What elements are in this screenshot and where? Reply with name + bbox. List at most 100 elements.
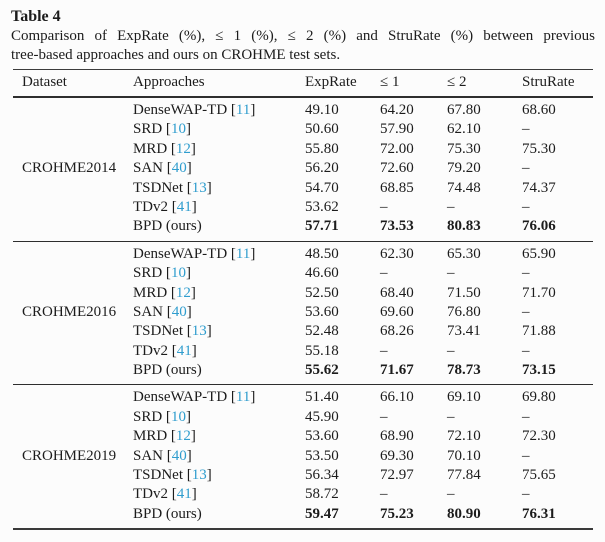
value-cell: 80.83 bbox=[447, 218, 481, 235]
dataset-label: CROHME2019 bbox=[22, 447, 117, 464]
value-cell: 48.50 bbox=[305, 245, 339, 262]
approach-name: TDv2 [ bbox=[133, 198, 177, 215]
value-cell: 72.60 bbox=[380, 160, 414, 177]
approach-name: SAN [ bbox=[133, 447, 172, 464]
value-cell: – bbox=[447, 408, 455, 425]
citation-link[interactable]: 13 bbox=[191, 467, 207, 484]
approach-name: DenseWAP-TD [ bbox=[133, 102, 236, 118]
citation-close-bracket: ] bbox=[190, 428, 196, 445]
value-cell: 69.10 bbox=[447, 389, 481, 406]
approach-cell: BPD (ours) bbox=[133, 217, 305, 236]
caption-line-1: Comparison of ExpRate (%), ≤ 1 (%), ≤ 2 … bbox=[11, 28, 595, 44]
value-cell: – bbox=[447, 198, 455, 215]
value-cell: 68.26 bbox=[380, 323, 414, 340]
approach-name: SRD [ bbox=[133, 408, 171, 425]
value-cell: – bbox=[447, 486, 455, 503]
value-cell: 49.10 bbox=[305, 102, 339, 118]
value-cell: 54.70 bbox=[305, 179, 339, 196]
approach-name: BPD (ours) bbox=[133, 362, 202, 379]
approach-name: SRD [ bbox=[133, 121, 171, 138]
citation-close-bracket: ] bbox=[186, 447, 192, 464]
citation-link[interactable]: 10 bbox=[170, 408, 186, 425]
value-cell: – bbox=[522, 121, 530, 138]
citation-link[interactable]: 41 bbox=[176, 198, 192, 215]
table-row: DenseWAP-TD [11] 51.40 66.10 69.10 69.80 bbox=[133, 388, 593, 407]
value-cell: – bbox=[380, 265, 388, 282]
citation-link[interactable]: 40 bbox=[171, 303, 187, 320]
citation-link[interactable]: 41 bbox=[176, 342, 192, 359]
approach-cell: BPD (ours) bbox=[133, 505, 305, 524]
value-cell: 68.40 bbox=[380, 284, 414, 301]
table-row: MRD [12] 53.60 68.90 72.10 72.30 bbox=[133, 427, 593, 446]
citation-link[interactable]: 40 bbox=[171, 160, 187, 177]
table-row: TSDNet [13] 52.48 68.26 73.41 71.88 bbox=[133, 322, 593, 341]
citation-link[interactable]: 13 bbox=[191, 179, 207, 196]
value-cell: 56.20 bbox=[305, 160, 339, 177]
comparison-table: Dataset Approaches ExpRate ≤ 1 ≤ 2 StruR… bbox=[13, 69, 593, 531]
table-row: SRD [10] 50.60 57.90 62.10– bbox=[133, 120, 593, 139]
value-cell: 59.47 bbox=[305, 505, 339, 522]
value-cell: – bbox=[522, 447, 530, 464]
citation-link[interactable]: 10 bbox=[170, 265, 186, 282]
approach-name: DenseWAP-TD [ bbox=[133, 245, 236, 262]
approach-cell: DenseWAP-TD [11] bbox=[133, 388, 305, 407]
approach-name: TSDNet [ bbox=[133, 323, 192, 340]
approach-cell: TDv2 [41] bbox=[133, 485, 305, 504]
value-cell: – bbox=[447, 342, 455, 359]
citation-link[interactable]: 41 bbox=[176, 486, 192, 503]
citation-link[interactable]: 12 bbox=[175, 140, 191, 157]
citation-close-bracket: ] bbox=[185, 121, 191, 138]
value-cell: – bbox=[522, 160, 530, 177]
citation-close-bracket: ] bbox=[206, 467, 212, 484]
value-cell: 75.65 bbox=[522, 467, 556, 484]
value-cell: 67.80 bbox=[447, 102, 481, 118]
value-cell: – bbox=[522, 303, 530, 320]
value-cell: 55.18 bbox=[305, 342, 339, 359]
value-cell: 75.30 bbox=[447, 140, 481, 157]
group-rows: DenseWAP-TD [11] 48.50 62.30 65.30 65.90 SRD … bbox=[133, 245, 593, 381]
citation-link[interactable]: 13 bbox=[191, 323, 207, 340]
approach-cell: TSDNet [13] bbox=[133, 322, 305, 341]
value-cell: 69.80 bbox=[522, 389, 556, 406]
citation-link[interactable]: 12 bbox=[175, 284, 191, 301]
citation-close-bracket: ] bbox=[250, 389, 256, 406]
citation-link[interactable]: 11 bbox=[235, 389, 251, 406]
value-cell: 53.50 bbox=[305, 447, 339, 464]
citation-close-bracket: ] bbox=[190, 284, 196, 301]
citation-link[interactable]: 40 bbox=[171, 447, 187, 464]
approach-name: SAN [ bbox=[133, 160, 172, 177]
table-row: SRD [10] 45.90– – – bbox=[133, 408, 593, 427]
citation-link[interactable]: 11 bbox=[235, 102, 251, 118]
approach-cell: TDv2 [41] bbox=[133, 198, 305, 217]
citation-link[interactable]: 10 bbox=[170, 121, 186, 138]
value-cell: 74.48 bbox=[447, 179, 481, 196]
value-cell: 75.30 bbox=[522, 140, 556, 157]
approach-cell: SAN [40] bbox=[133, 447, 305, 466]
value-cell: 46.60 bbox=[305, 265, 339, 282]
approach-cell: BPD (ours) bbox=[133, 361, 305, 380]
value-cell: 68.60 bbox=[522, 102, 556, 118]
approach-name: BPD (ours) bbox=[133, 218, 202, 235]
citation-close-bracket: ] bbox=[250, 102, 256, 118]
table-row: BPD (ours) 57.71 73.53 80.83 76.06 bbox=[133, 217, 593, 236]
approach-name: BPD (ours) bbox=[133, 505, 202, 522]
value-cell: – bbox=[380, 342, 388, 359]
column-header-approaches: Approaches bbox=[133, 74, 205, 90]
value-cell: – bbox=[380, 408, 388, 425]
value-cell: 71.50 bbox=[447, 284, 481, 301]
value-cell: 66.10 bbox=[380, 389, 414, 406]
value-cell: 73.53 bbox=[380, 218, 414, 235]
value-cell: 45.90 bbox=[305, 408, 339, 425]
approach-name: SAN [ bbox=[133, 303, 172, 320]
value-cell: 75.23 bbox=[380, 505, 414, 522]
value-cell: 76.06 bbox=[522, 218, 556, 235]
table-title: Table 4 bbox=[11, 8, 61, 25]
citation-close-bracket: ] bbox=[250, 245, 256, 262]
citation-link[interactable]: 11 bbox=[235, 245, 251, 262]
approach-name: MRD [ bbox=[133, 284, 176, 301]
citation-link[interactable]: 12 bbox=[175, 428, 191, 445]
value-cell: 53.62 bbox=[305, 198, 339, 215]
approach-name: MRD [ bbox=[133, 140, 176, 157]
value-cell: 51.40 bbox=[305, 389, 339, 406]
